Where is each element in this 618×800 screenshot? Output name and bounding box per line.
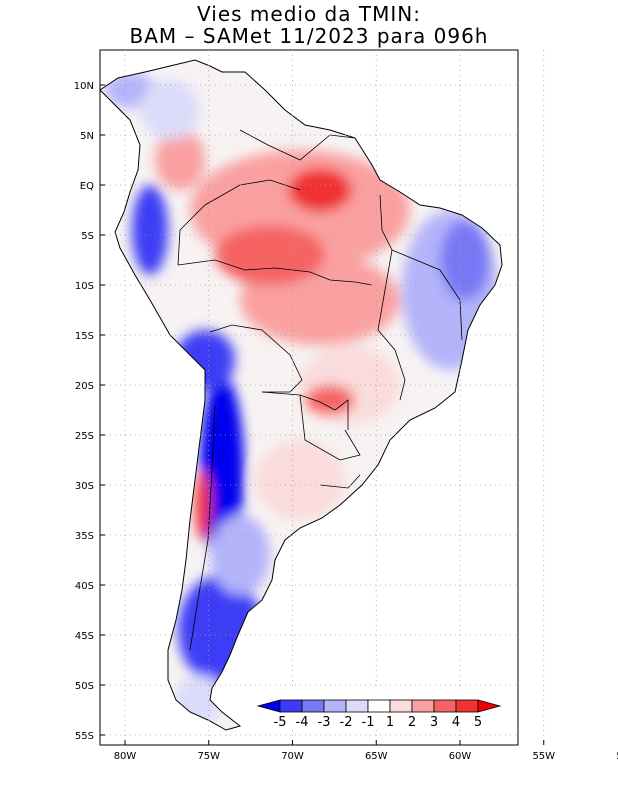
lon-tick-label: 70W	[281, 751, 304, 762]
colorbar-box	[323, 699, 347, 713]
lat-tick-label: 10N	[74, 81, 94, 92]
colorbar-box	[411, 699, 435, 713]
colorbar-label: -1	[362, 715, 375, 730]
lat-lon-grid	[100, 50, 545, 745]
map-title-line2: BAM – SAMet 11/2023 para 096h	[129, 24, 489, 48]
colorbar-box	[433, 699, 457, 713]
lat-tick-label: EQ	[80, 181, 94, 192]
colorbar-box	[279, 699, 303, 713]
lat-tick-label: 5S	[81, 231, 94, 242]
longitude-axis: 80W75W70W65W60W55W50W45W40W35W	[114, 740, 618, 762]
lon-tick-label: 65W	[365, 751, 388, 762]
colorbar-box	[367, 699, 391, 713]
lon-tick-label: 50W	[616, 751, 618, 762]
lat-tick-label: 50S	[75, 681, 94, 692]
colorbar-label: 1	[386, 715, 394, 730]
lon-tick-label: 55W	[532, 751, 555, 762]
lat-tick-label: 35S	[75, 531, 94, 542]
colorbar-box	[301, 699, 325, 713]
lat-tick-label: 10S	[75, 281, 94, 292]
lat-tick-label: 40S	[75, 581, 94, 592]
colorbar-label: 5	[474, 715, 482, 730]
lat-tick-label: 5N	[80, 131, 94, 142]
colorbar-label: -3	[318, 715, 331, 730]
colorbar-label: -5	[274, 715, 287, 730]
lat-tick-label: 55S	[75, 731, 94, 742]
lat-tick-label: 20S	[75, 381, 94, 392]
lat-tick-label: 30S	[75, 481, 94, 492]
lat-tick-label: 25S	[75, 431, 94, 442]
lat-tick-label: 15S	[75, 331, 94, 342]
lon-tick-label: 75W	[197, 751, 220, 762]
map-title-line1: Vies medio da TMIN:	[197, 2, 421, 26]
colorbar-box	[389, 699, 413, 713]
lon-tick-label: 80W	[114, 751, 137, 762]
colorbar-arrow-high	[477, 699, 502, 713]
latitude-axis: 10N 5N EQ 5S 10S 15S 20S 25S 30S 35S 40S 45S 50S 55S	[74, 81, 105, 742]
colorbar-label: 4	[452, 715, 460, 730]
lat-tick-label: 45S	[75, 631, 94, 642]
colorbar-label: -2	[340, 715, 353, 730]
colorbar-label: 2	[408, 715, 416, 730]
colorbar: -5 -4 -3 -2 -1 1 2 3 4 5	[254, 686, 512, 730]
colorbar-box	[455, 699, 479, 713]
lon-tick-label: 60W	[449, 751, 472, 762]
colorbar-label: -4	[296, 715, 309, 730]
colorbar-label: 3	[430, 715, 438, 730]
colorbar-box	[345, 699, 369, 713]
